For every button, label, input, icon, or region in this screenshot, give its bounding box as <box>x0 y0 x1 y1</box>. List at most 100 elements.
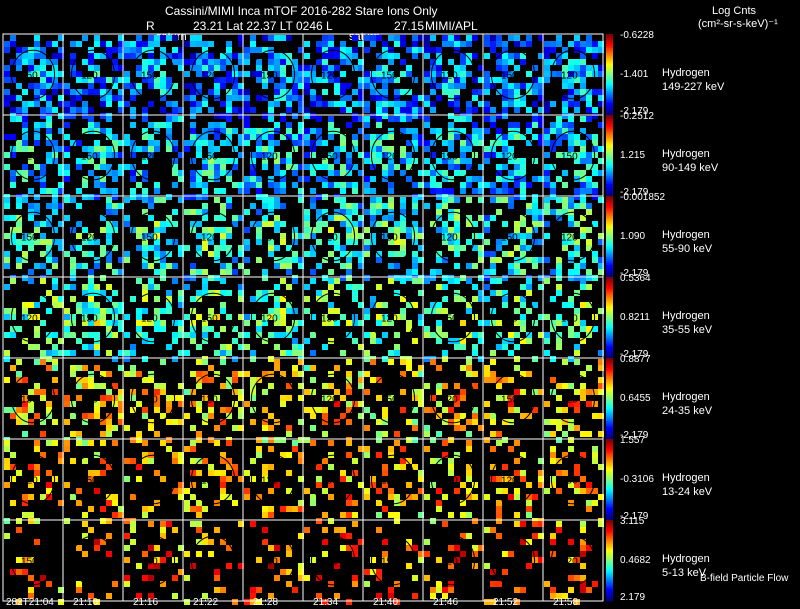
colorbar-segment <box>606 102 613 106</box>
pixel <box>484 401 490 407</box>
pixel <box>106 494 112 500</box>
pixel <box>106 53 112 59</box>
pixel <box>250 41 256 47</box>
pixel <box>430 77 436 83</box>
pixel <box>196 233 202 239</box>
pixel <box>568 221 574 227</box>
pixel <box>502 290 508 296</box>
pixel <box>580 197 586 203</box>
pixel <box>478 176 484 182</box>
pixel <box>202 65 208 71</box>
pixel <box>130 47 136 53</box>
pixel <box>262 464 268 470</box>
pixel <box>424 431 430 437</box>
pixel <box>292 257 298 263</box>
pixel <box>148 134 154 140</box>
pixel <box>346 164 352 170</box>
pixel <box>172 140 178 146</box>
pixel <box>346 152 352 158</box>
pixel <box>298 395 304 401</box>
panel-r5-c3: 150 <box>184 440 244 518</box>
pixel <box>274 437 280 443</box>
pixel <box>208 437 214 443</box>
pixel <box>376 302 382 308</box>
pixel <box>538 221 544 227</box>
pixel <box>322 194 328 200</box>
pixel <box>430 101 436 107</box>
pixel <box>364 47 370 53</box>
pixel <box>580 521 586 527</box>
pixel <box>154 470 160 476</box>
pixel <box>322 419 328 425</box>
pixel <box>220 164 226 170</box>
pixel <box>496 113 502 119</box>
colorbar-segment <box>606 576 613 580</box>
pixel <box>550 269 556 275</box>
pixel <box>322 314 328 320</box>
pixel <box>274 140 280 146</box>
pixel <box>586 302 592 308</box>
colorbar-segment <box>606 145 613 148</box>
pixel <box>280 233 286 239</box>
pixel <box>316 290 322 296</box>
pixel <box>442 176 448 182</box>
pixel <box>598 89 604 95</box>
pixel <box>598 41 604 47</box>
pixel <box>262 215 268 221</box>
pixel <box>154 296 160 302</box>
pixel <box>544 170 550 176</box>
pixel <box>286 332 292 338</box>
colorbar-segment <box>606 321 613 325</box>
pixel <box>430 170 436 176</box>
pixel <box>220 587 226 593</box>
pixel <box>82 320 88 326</box>
pixel <box>328 482 334 488</box>
pixel <box>454 401 460 407</box>
pixel <box>472 140 478 146</box>
colorbar-segment <box>606 246 613 250</box>
pixel <box>28 239 34 245</box>
pixel <box>226 47 232 53</box>
pixel <box>382 419 388 425</box>
pixel <box>502 65 508 71</box>
pixel <box>202 371 208 377</box>
pixel <box>478 101 484 107</box>
pixel <box>466 146 472 152</box>
pixel <box>178 383 184 389</box>
pixel <box>130 407 136 413</box>
pixel <box>190 425 196 431</box>
pixel <box>460 182 466 188</box>
pixel <box>544 152 550 158</box>
pixel <box>220 113 226 119</box>
pixel <box>442 308 448 314</box>
pixel <box>454 545 460 551</box>
pixel <box>388 134 394 140</box>
pixel <box>448 140 454 146</box>
pixel <box>568 257 574 263</box>
pixel <box>514 107 520 113</box>
pixel <box>16 221 22 227</box>
pixel <box>346 251 352 257</box>
pixel <box>52 140 58 146</box>
colorbar-segment <box>606 479 613 483</box>
pixel <box>166 194 172 200</box>
pixel <box>172 452 178 458</box>
pixel <box>514 494 520 500</box>
pixel <box>274 71 280 77</box>
pixel <box>244 209 250 215</box>
pixel <box>364 35 370 41</box>
colorbar-segment <box>606 240 613 244</box>
pixel <box>76 383 82 389</box>
pixel <box>328 581 334 587</box>
pixel <box>412 146 418 152</box>
pixel <box>46 407 52 413</box>
pixel <box>250 521 256 527</box>
pixel <box>304 209 310 215</box>
pixel <box>220 65 226 71</box>
colorbar-segment <box>606 536 613 539</box>
pixel <box>328 164 334 170</box>
pixel <box>214 332 220 338</box>
pixel <box>574 245 580 251</box>
pixel <box>40 251 46 257</box>
pixel <box>316 101 322 107</box>
